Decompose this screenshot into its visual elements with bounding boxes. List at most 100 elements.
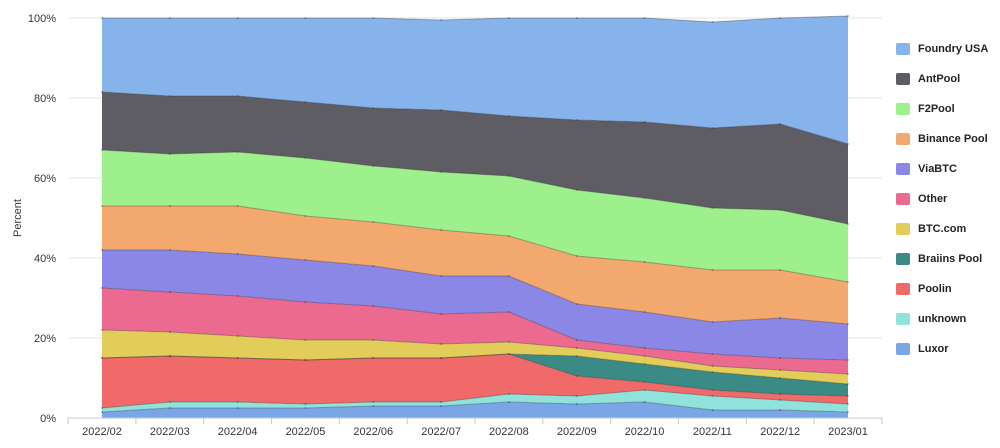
legend-swatch	[896, 103, 910, 115]
area-unknown	[102, 390, 848, 412]
x-tick-label: 2022/06	[353, 426, 393, 438]
point-btc-com	[711, 365, 714, 367]
point-poolin	[711, 389, 714, 391]
point-luxor	[779, 409, 782, 411]
line-antpool	[101, 91, 849, 145]
point-viabtc	[304, 259, 307, 261]
point-other	[575, 339, 578, 341]
point-btc-com	[101, 329, 103, 331]
point-f2pool	[168, 153, 171, 155]
legend-item-braiins-pool[interactable]: Braiins Pool	[896, 244, 1000, 274]
point-binance-pool	[304, 215, 307, 217]
point-foundry-usa	[575, 17, 578, 19]
point-braiins-pool	[508, 353, 510, 355]
area-foundry-usa	[102, 16, 848, 144]
legend-label: Other	[918, 193, 948, 205]
point-viabtc	[168, 249, 171, 251]
point-antpool	[101, 91, 103, 93]
point-other	[168, 291, 171, 293]
point-poolin	[236, 357, 239, 359]
legend-item-viabtc[interactable]: ViaBTC	[896, 154, 1000, 184]
point-braiins-pool	[711, 371, 714, 373]
point-antpool	[168, 95, 171, 97]
legend-item-btc-com[interactable]: BTC.com	[896, 214, 1000, 244]
legend-item-antpool[interactable]: AntPool	[896, 64, 1000, 94]
legend-item-poolin[interactable]: Poolin	[896, 274, 1000, 304]
point-poolin	[643, 381, 646, 383]
axes: 0% 20% 40% 60% 80% 100% 2022/02 2022/03 2022/04 2…	[28, 13, 883, 438]
point-antpool	[236, 95, 239, 97]
line-braiins-pool	[101, 353, 849, 385]
x-tick-label: 2022/12	[760, 426, 800, 438]
point-unknown	[236, 401, 239, 403]
line-viabtc	[102, 249, 849, 325]
point-binance-pool	[372, 221, 375, 223]
point-braiins-pool	[236, 357, 239, 359]
point-unknown	[508, 393, 510, 395]
point-binance-pool	[575, 255, 578, 257]
line-foundry-usa	[102, 15, 849, 23]
point-luxor	[440, 405, 442, 407]
point-foundry-usa	[779, 17, 782, 19]
x-tick-label: 2023/01	[828, 426, 868, 438]
point-foundry-usa	[101, 17, 103, 19]
point-poolin	[304, 359, 307, 361]
point-braiins-pool	[643, 363, 646, 365]
point-btc-com	[643, 355, 646, 357]
legend-swatch	[896, 343, 910, 355]
area-other	[102, 288, 848, 374]
point-binance-pool	[236, 205, 239, 207]
point-unknown	[643, 389, 646, 391]
legend-label: Braiins Pool	[918, 253, 983, 265]
point-braiins-pool	[101, 357, 103, 359]
point-other	[372, 305, 375, 307]
legend-item-binance-pool[interactable]: Binance Pool	[896, 124, 1000, 154]
area-btc-com	[102, 330, 848, 384]
point-braiins-pool	[372, 357, 375, 359]
point-luxor	[508, 401, 510, 403]
area-antpool	[102, 92, 848, 224]
y-tick-label: 80%	[34, 93, 56, 105]
legend-label: Poolin	[918, 283, 952, 295]
point-binance-pool	[101, 205, 103, 207]
point-btc-com	[508, 341, 510, 343]
point-luxor	[643, 401, 646, 403]
point-foundry-usa	[236, 17, 239, 19]
legend-item-unknown[interactable]: unknown	[896, 304, 1000, 334]
point-btc-com	[575, 347, 578, 349]
y-tick-label: 40%	[34, 253, 56, 265]
point-btc-com	[847, 373, 849, 375]
legend-swatch	[896, 73, 910, 85]
point-braiins-pool	[575, 355, 578, 357]
point-f2pool	[101, 149, 103, 151]
point-luxor	[101, 411, 103, 413]
legend-label: ViaBTC	[918, 163, 957, 175]
point-btc-com	[304, 339, 307, 341]
point-viabtc	[508, 275, 510, 277]
x-tick-label: 2022/07	[421, 426, 461, 438]
point-braiins-pool	[847, 383, 849, 385]
y-tick-label: 60%	[34, 173, 56, 185]
point-f2pool	[847, 223, 849, 225]
point-poolin	[168, 355, 171, 357]
point-binance-pool	[168, 205, 171, 207]
point-luxor	[168, 407, 171, 409]
point-f2pool	[508, 175, 510, 177]
line-f2pool	[101, 149, 849, 225]
legend-label: Foundry USA	[918, 43, 989, 55]
legend-item-foundry-usa[interactable]: Foundry USA	[896, 34, 1000, 64]
point-antpool	[643, 121, 646, 123]
legend-item-other[interactable]: Other	[896, 184, 1000, 214]
x-tick-label: 2022/04	[218, 426, 258, 438]
point-braiins-pool	[440, 357, 442, 359]
point-luxor	[236, 407, 239, 409]
legend-item-f2pool[interactable]: F2Pool	[896, 94, 1000, 124]
point-unknown	[711, 395, 714, 397]
point-unknown	[372, 401, 375, 403]
point-antpool	[575, 119, 578, 121]
point-unknown	[847, 403, 849, 405]
legend-item-luxor[interactable]: Luxor	[896, 334, 1000, 364]
point-binance-pool	[643, 261, 646, 263]
point-unknown	[304, 403, 307, 405]
point-foundry-usa	[508, 17, 510, 19]
